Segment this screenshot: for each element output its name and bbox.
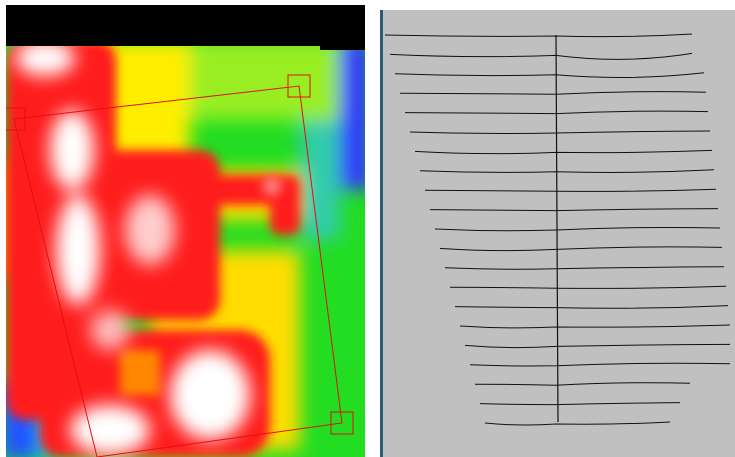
screenshot	[0, 0, 735, 457]
page: {}	[0, 0, 735, 457]
heat-map	[0, 5, 370, 457]
trace-panel	[380, 10, 735, 457]
